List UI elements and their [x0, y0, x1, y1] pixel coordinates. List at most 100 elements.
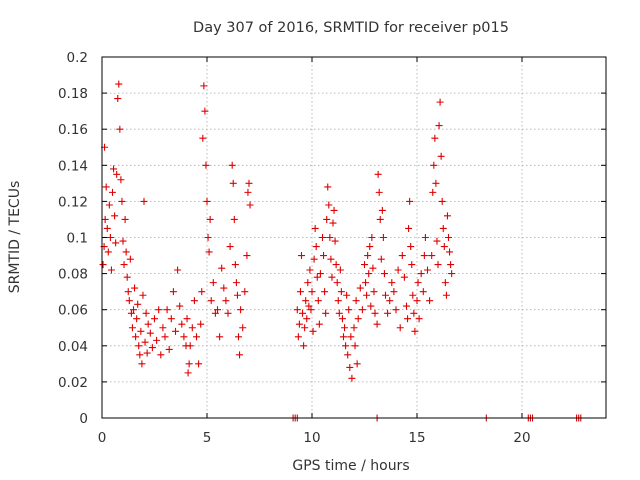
data-point — [333, 279, 341, 287]
data-point — [114, 95, 122, 103]
data-point — [403, 302, 410, 310]
data-point — [293, 306, 301, 314]
data-point — [243, 252, 251, 260]
y-tick-label: 0.02 — [58, 375, 88, 391]
data-point — [126, 255, 134, 263]
data-point — [306, 266, 314, 274]
y-tick-label: 0 — [79, 411, 88, 427]
data-point — [117, 176, 125, 184]
data-point — [432, 179, 440, 187]
data-point — [351, 342, 359, 350]
data-point — [323, 215, 331, 223]
data-point — [120, 261, 128, 269]
data-point — [398, 252, 406, 260]
data-point — [345, 306, 353, 314]
y-axis-label: SRMTID / TECUs — [7, 181, 23, 294]
data-point — [433, 237, 441, 245]
data-point — [413, 297, 421, 305]
data-point — [324, 183, 332, 191]
data-point — [165, 345, 173, 353]
data-point — [358, 306, 366, 314]
data-point — [204, 234, 212, 241]
y-tick-label: 0.16 — [58, 122, 88, 138]
data-point — [218, 264, 226, 272]
data-point — [153, 336, 161, 344]
data-point — [198, 288, 206, 296]
data-point — [374, 170, 382, 178]
x-tick-label: 20 — [513, 430, 530, 446]
data-point — [435, 122, 443, 130]
data-point — [246, 201, 254, 209]
data-point — [377, 255, 385, 263]
data-point — [327, 255, 335, 263]
data-point — [124, 288, 132, 296]
data-point — [330, 206, 338, 214]
data-point — [448, 270, 456, 278]
data-point — [294, 333, 302, 341]
data-point — [214, 306, 221, 314]
data-point — [123, 273, 131, 281]
data-point — [331, 237, 339, 245]
data-point — [244, 188, 252, 196]
data-point — [307, 306, 315, 314]
y-tick-label: 0.08 — [58, 267, 88, 283]
data-point — [424, 266, 431, 274]
data-point — [411, 327, 419, 335]
data-point — [369, 264, 377, 272]
data-point — [311, 224, 319, 232]
data-point — [232, 279, 240, 287]
data-point — [197, 320, 205, 328]
data-point — [151, 315, 158, 323]
data-point — [367, 302, 375, 310]
data-point — [408, 261, 416, 269]
x-tick-label: 10 — [303, 430, 320, 446]
data-point — [438, 197, 446, 205]
data-point — [390, 288, 398, 296]
data-point — [161, 333, 169, 341]
data-point — [420, 252, 428, 260]
data-point — [183, 315, 191, 323]
data-point — [419, 288, 427, 296]
data-point — [310, 255, 318, 263]
data-point — [326, 234, 334, 241]
data-point — [396, 324, 404, 332]
data-point — [437, 152, 445, 160]
data-point — [101, 215, 109, 223]
data-point — [233, 291, 241, 299]
data-point — [342, 342, 350, 350]
data-point — [320, 252, 328, 260]
data-point — [312, 243, 320, 251]
data-point — [110, 165, 118, 173]
data-point — [441, 279, 449, 287]
data-point — [209, 279, 217, 287]
data-point — [365, 270, 373, 278]
data-point — [392, 306, 400, 314]
data-point — [400, 273, 408, 281]
y-tick-label: 0.06 — [58, 303, 88, 319]
data-point — [445, 234, 452, 241]
data-point — [128, 324, 136, 332]
data-point — [207, 297, 215, 305]
data-point — [363, 291, 371, 299]
data-point — [113, 170, 121, 178]
data-point — [141, 338, 149, 346]
data-point — [134, 300, 142, 308]
data-point — [148, 344, 156, 352]
data-point — [319, 234, 326, 241]
data-point — [325, 201, 333, 209]
data-point — [362, 279, 370, 287]
data-point — [146, 329, 154, 337]
data-point — [111, 212, 119, 220]
data-point — [136, 351, 144, 359]
data-point — [314, 297, 322, 305]
data-point — [371, 309, 379, 317]
data-point — [364, 252, 372, 260]
data-point — [125, 297, 133, 305]
data-point — [447, 261, 455, 269]
data-point — [211, 309, 219, 317]
x-tick-label: 5 — [203, 430, 212, 446]
data-point — [409, 291, 417, 299]
data-point — [373, 320, 381, 328]
data-point — [332, 261, 340, 269]
